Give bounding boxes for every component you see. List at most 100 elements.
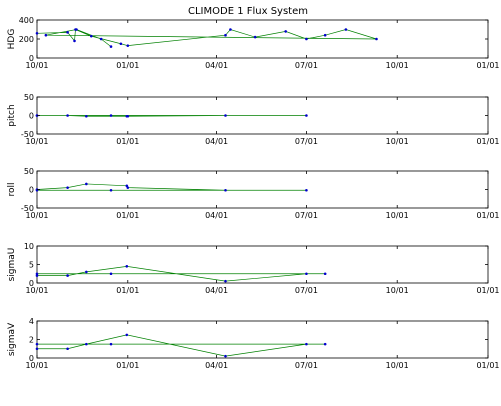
data-point: [85, 342, 88, 346]
x-tick-label: 04/01: [205, 61, 228, 70]
x-tick-label: 10/01: [25, 211, 48, 220]
y-tick-label: 0: [29, 354, 34, 363]
panel-sigmaV: 0 2 4 10/01 01/01 04/01 07/01 10/01 01/01 sigmaV: [7, 317, 500, 370]
x-tick-label: 10/01: [25, 61, 48, 70]
data-point: [109, 342, 113, 346]
x-tick-label: 04/01: [205, 137, 228, 146]
data-point: [224, 279, 227, 283]
y-tick-label: 0: [29, 279, 34, 288]
data-point: [224, 188, 227, 192]
x-tick-label: 01/01: [476, 137, 499, 146]
data-point: [305, 342, 308, 346]
data-point: [66, 347, 69, 351]
data-point: [126, 186, 130, 189]
x-tick-label: 01/01: [476, 61, 499, 70]
x-tick-label: 10/01: [25, 361, 48, 370]
x-tick-label: 07/01: [295, 137, 318, 146]
panel-pitch: -50 0 50 10/01 01/01 04/01 07/01 10/01 01/01 pitc…: [7, 93, 500, 146]
y-axis-label: sigmaU: [7, 248, 17, 282]
data-point: [126, 44, 130, 47]
y-axis-label: HDG: [7, 29, 17, 50]
y-axis-label: sigmaV: [7, 322, 17, 356]
y-axis-label: roll: [7, 182, 17, 196]
y-tick-label: 0: [29, 112, 34, 121]
data-point: [85, 270, 88, 274]
data-point: [85, 114, 88, 118]
x-tick-label: 07/01: [295, 361, 318, 370]
data-point: [125, 265, 129, 268]
y-tick-label: 4: [29, 317, 34, 326]
data-point: [66, 186, 69, 189]
chart-title: CLIMODE 1 Flux System: [188, 6, 308, 17]
y-tick-label: 2: [29, 336, 34, 345]
y-tick-label: 0: [29, 54, 34, 63]
data-point: [35, 274, 39, 277]
x-tick-label: 10/01: [25, 286, 48, 295]
panel-sigmaU: 0 5 10 10/01 01/01 04/01 07/01 10/01 01/01 sigmaU: [7, 242, 500, 295]
data-point: [109, 188, 113, 192]
plot-frame: [36, 19, 489, 59]
data-point: [375, 37, 378, 41]
y-tick-label: 200: [19, 35, 34, 44]
y-axis-label: pitch: [7, 104, 17, 126]
x-tick-label: 10/01: [386, 286, 409, 295]
y-tick-label: 10: [24, 242, 34, 251]
data-point: [323, 342, 327, 346]
data-point: [305, 272, 308, 276]
data-point: [35, 342, 39, 346]
data-point: [109, 45, 113, 48]
data-point: [35, 347, 39, 351]
series-line: [36, 28, 377, 47]
panel-roll: -50 0 50 10/01 01/01 04/01 07/01 10/01 01/01 roll: [7, 167, 500, 220]
data-point: [66, 31, 69, 34]
x-tick-label: 01/01: [476, 211, 499, 220]
data-point: [224, 354, 227, 358]
data-point: [85, 182, 88, 186]
plot-frame: [36, 320, 489, 359]
x-tick-label: 01/01: [476, 361, 499, 370]
data-point: [89, 34, 93, 38]
y-tick-label: 400: [19, 16, 34, 25]
data-point: [66, 114, 69, 117]
data-point: [66, 274, 69, 277]
data-point: [305, 37, 308, 41]
x-tick-label: 07/01: [295, 61, 318, 70]
x-tick-label: 04/01: [205, 286, 228, 295]
data-point: [323, 33, 327, 37]
data-point: [44, 33, 48, 37]
data-point: [229, 28, 232, 31]
y-tick-label: 50: [24, 167, 34, 176]
y-tick-label: 50: [24, 93, 34, 102]
data-point: [99, 37, 103, 41]
data-point: [305, 114, 308, 117]
data-point: [224, 114, 227, 117]
x-tick-label: 01/01: [116, 361, 139, 370]
data-point: [323, 272, 327, 276]
x-tick-label: 01/01: [116, 286, 139, 295]
x-tick-label: 04/01: [205, 211, 228, 220]
y-tick-label: 5: [29, 261, 34, 270]
plot-frame: [36, 170, 489, 209]
x-tick-label: 10/01: [386, 61, 409, 70]
x-tick-label: 01/01: [476, 286, 499, 295]
y-tick-label: -50: [21, 204, 34, 213]
x-tick-label: 10/01: [25, 137, 48, 146]
data-point: [73, 39, 76, 43]
x-tick-label: 01/01: [116, 61, 139, 70]
data-point: [253, 35, 257, 39]
data-point: [109, 272, 113, 276]
x-tick-label: 10/01: [386, 361, 409, 370]
x-tick-label: 10/01: [386, 211, 409, 220]
series-line: [37, 334, 326, 357]
data-point: [75, 28, 78, 31]
x-tick-label: 01/01: [116, 211, 139, 220]
series-line: [37, 115, 307, 117]
x-tick-label: 01/01: [116, 137, 139, 146]
data-point: [109, 114, 113, 117]
data-point: [284, 30, 287, 33]
x-tick-label: 04/01: [205, 361, 228, 370]
series-line: [37, 265, 326, 282]
data-point: [126, 114, 130, 118]
y-tick-label: -50: [21, 130, 34, 139]
